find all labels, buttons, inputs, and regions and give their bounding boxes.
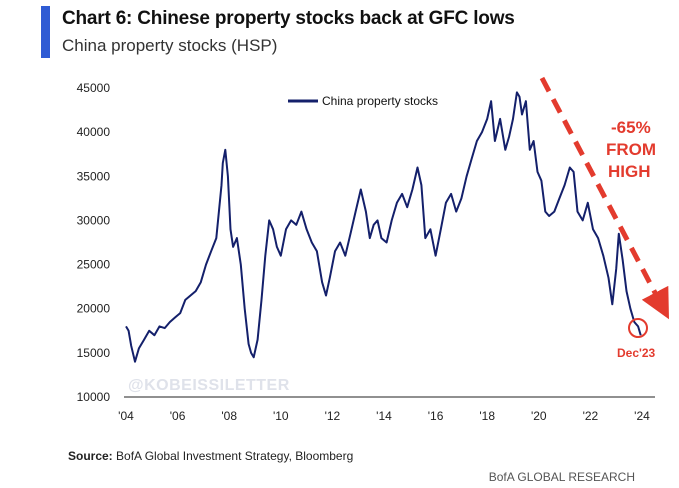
y-tick-label: 15000 (77, 346, 111, 360)
x-tick-label: '12 (325, 409, 341, 423)
y-tick-label: 35000 (77, 169, 111, 183)
x-tick-label: '04 (118, 409, 134, 423)
legend-label: China property stocks (322, 94, 438, 108)
x-tick-label: '16 (428, 409, 444, 423)
title-accent-bar (41, 6, 50, 58)
y-tick-label: 20000 (77, 302, 111, 316)
y-axis: 10000 15000 20000 25000 30000 35000 40000 45000 (77, 81, 111, 404)
brand-label: BofA GLOBAL RESEARCH (488, 470, 635, 484)
x-tick-label: '24 (634, 409, 650, 423)
y-tick-label: 30000 (77, 213, 111, 227)
dec23-label: Dec'23 (617, 346, 656, 360)
trend-arrow (539, 76, 669, 320)
x-axis: '04 '06 '08 '10 '12 '14 '16 '18 '20 '22 '24 (118, 409, 650, 423)
y-tick-label: 25000 (77, 258, 111, 272)
watermark: @KOBEISSILETTER (128, 377, 290, 394)
annotation-from: FROM (606, 140, 656, 159)
source-note: Source: BofA Global Investment Strategy,… (68, 449, 353, 463)
dec23-marker (628, 318, 648, 338)
x-tick-label: '06 (170, 409, 186, 423)
chart-subtitle: China property stocks (HSP) (62, 36, 278, 55)
series-line-china-property-stocks (125, 91, 642, 363)
x-tick-label: '18 (479, 409, 495, 423)
annotation-pct: -65% (611, 118, 651, 137)
chart-canvas: 10000 15000 20000 25000 30000 35000 40000 45000… (77, 76, 669, 423)
y-tick-label: 45000 (77, 81, 111, 95)
chart-title: Chart 6: Chinese property stocks back at… (62, 8, 515, 29)
x-tick-label: '20 (531, 409, 547, 423)
annotation-high: HIGH (608, 162, 651, 181)
x-tick-label: '22 (583, 409, 599, 423)
x-tick-label: '08 (221, 409, 237, 423)
x-tick-label: '10 (273, 409, 289, 423)
source-label: Source: (68, 449, 113, 463)
source-text: BofA Global Investment Strategy, Bloombe… (116, 449, 354, 463)
y-tick-label: 40000 (77, 125, 111, 139)
x-tick-label: '14 (376, 409, 392, 423)
y-tick-label: 10000 (77, 390, 111, 404)
legend: China property stocks (288, 94, 438, 108)
